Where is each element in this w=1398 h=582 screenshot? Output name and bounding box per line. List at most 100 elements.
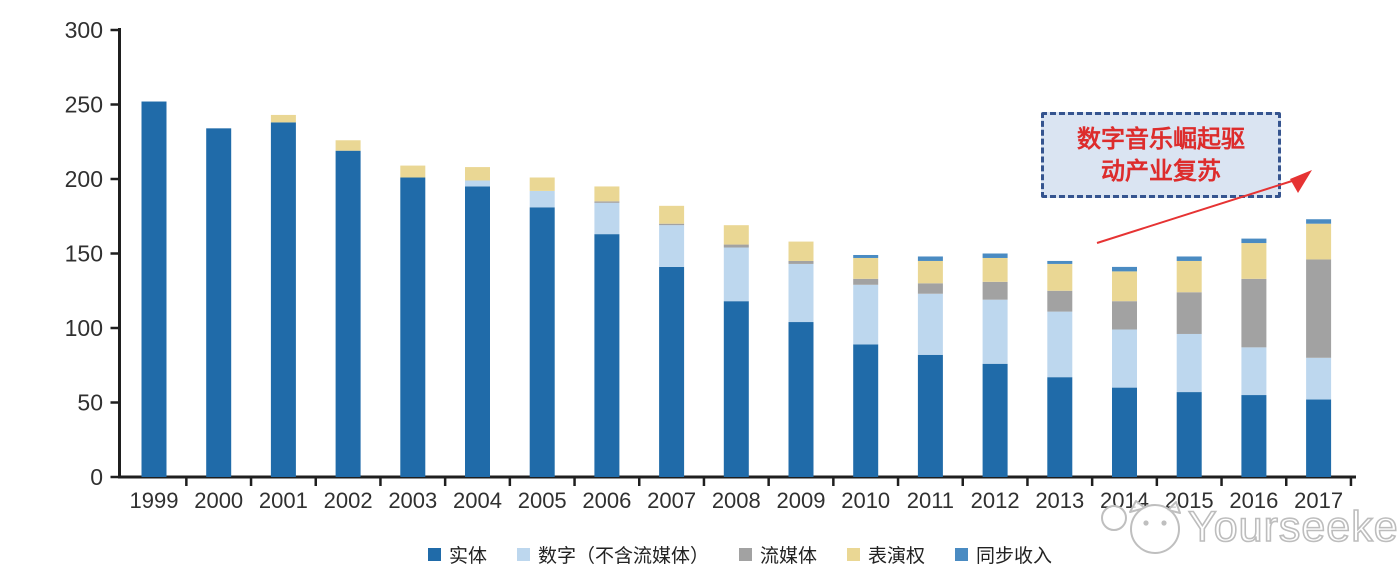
x-axis-label: 2012 bbox=[971, 488, 1020, 513]
x-axis-label: 1999 bbox=[130, 488, 179, 513]
bar-segment-2017 bbox=[1306, 223, 1332, 260]
bar-segment-2008 bbox=[723, 225, 749, 245]
y-axis-label: 100 bbox=[65, 315, 103, 341]
legend-swatch-icon bbox=[847, 548, 860, 561]
x-axis-label: 2017 bbox=[1294, 488, 1343, 513]
bar-segment-2012 bbox=[982, 363, 1008, 477]
bar-segment-2014 bbox=[1112, 387, 1137, 477]
y-axis-label: 150 bbox=[65, 241, 103, 267]
bar-segment-2009 bbox=[788, 263, 814, 323]
bar-segment-2003 bbox=[400, 165, 426, 178]
bar-segment-2014 bbox=[1112, 329, 1137, 388]
bar-segment-2013 bbox=[1047, 377, 1073, 477]
legend-item: 流媒体 bbox=[738, 541, 817, 568]
bar-segment-2004 bbox=[465, 167, 490, 181]
bar-segment-2014 bbox=[1112, 301, 1137, 330]
x-axis-label: 2002 bbox=[324, 488, 373, 513]
bar-segment-2004 bbox=[465, 186, 490, 477]
bar-segment-2017 bbox=[1306, 357, 1332, 400]
legend-item: 实体 bbox=[427, 541, 487, 568]
bar-segment-2013 bbox=[1047, 311, 1073, 378]
bar-segment-2015 bbox=[1176, 392, 1202, 477]
legend-swatch-icon bbox=[427, 548, 441, 561]
x-axis-label: 2009 bbox=[777, 488, 826, 513]
bar-segment-2017 bbox=[1306, 259, 1332, 358]
legend-item: 表演权 bbox=[847, 541, 925, 568]
bar-segment-2012 bbox=[982, 253, 1008, 258]
annotation-text-line2: 动产业复苏 bbox=[1101, 159, 1221, 185]
bar-segment-2016 bbox=[1241, 278, 1267, 348]
bar-segment-2010 bbox=[853, 344, 879, 477]
bar-segment-2012 bbox=[982, 257, 1008, 282]
bar-segment-2014 bbox=[1112, 271, 1137, 302]
bar-segment-2008 bbox=[723, 301, 749, 477]
bar-segment-2016 bbox=[1241, 238, 1267, 244]
bar-segment-2006 bbox=[594, 201, 620, 203]
bar-segment-2003 bbox=[400, 177, 426, 477]
x-axis-label: 2005 bbox=[518, 488, 567, 513]
bar-segment-2016 bbox=[1241, 243, 1267, 279]
bar-segment-2004 bbox=[465, 180, 490, 187]
bar-segment-2011 bbox=[917, 293, 943, 355]
bar-segment-2002 bbox=[335, 140, 361, 151]
bar-segment-2010 bbox=[853, 254, 879, 258]
bar-segment-2005 bbox=[529, 177, 555, 191]
y-axis-label: 250 bbox=[65, 92, 103, 118]
bar-segment-2001 bbox=[270, 114, 296, 123]
x-axis-label: 2004 bbox=[453, 488, 502, 513]
bar-segment-2007 bbox=[659, 223, 685, 226]
bar-segment-2007 bbox=[659, 225, 685, 267]
annotation-callout: 数字音乐崛起驱 动产业复苏 bbox=[1041, 112, 1281, 198]
bar-segment-2014 bbox=[1112, 266, 1137, 272]
y-axis-label: 0 bbox=[90, 464, 103, 490]
chart-legend: 实体 数字（不含流媒体） 流媒体 表演权 同步收入 bbox=[120, 541, 1360, 568]
bar-segment-2008 bbox=[723, 244, 749, 248]
bar-segment-2010 bbox=[853, 278, 879, 285]
bar-segment-2000 bbox=[206, 128, 232, 477]
bar-segment-2010 bbox=[853, 284, 879, 345]
bar-segment-2007 bbox=[659, 266, 685, 477]
bar-segment-1999 bbox=[141, 101, 167, 478]
bar-segment-2017 bbox=[1306, 399, 1332, 477]
y-axis-label: 300 bbox=[65, 17, 103, 43]
x-axis-label: 2001 bbox=[259, 488, 308, 513]
x-axis-label: 2016 bbox=[1229, 488, 1278, 513]
legend-swatch-icon bbox=[516, 548, 530, 561]
bar-segment-2005 bbox=[529, 207, 555, 477]
bar-segment-2011 bbox=[917, 283, 943, 294]
bar-segment-2013 bbox=[1047, 263, 1073, 291]
legend-label: 数字（不含流媒体） bbox=[537, 546, 709, 567]
legend-swatch-icon bbox=[738, 548, 752, 561]
legend-label: 流媒体 bbox=[759, 546, 817, 567]
bar-segment-2016 bbox=[1241, 347, 1267, 396]
bar-segment-2009 bbox=[788, 322, 814, 477]
legend-swatch-icon bbox=[955, 548, 969, 561]
bar-segment-2011 bbox=[917, 354, 943, 477]
bar-segment-2009 bbox=[788, 260, 814, 264]
y-axis-label: 200 bbox=[65, 166, 103, 192]
bar-segment-2002 bbox=[335, 150, 361, 477]
bar-segment-2006 bbox=[594, 186, 620, 202]
bar-segment-2015 bbox=[1176, 256, 1202, 261]
bar-segment-2011 bbox=[917, 260, 943, 284]
x-axis-label: 2014 bbox=[1100, 488, 1149, 513]
bar-segment-2008 bbox=[723, 247, 749, 302]
bar-segment-2012 bbox=[982, 281, 1008, 300]
x-axis-label: 2008 bbox=[712, 488, 761, 513]
bar-segment-2006 bbox=[594, 234, 620, 477]
bar-segment-2005 bbox=[529, 190, 555, 208]
legend-label: 同步收入 bbox=[976, 546, 1053, 567]
bar-segment-2009 bbox=[788, 241, 814, 261]
legend-item: 数字（不含流媒体） bbox=[516, 541, 709, 568]
x-axis-label: 2010 bbox=[841, 488, 890, 513]
bar-segment-2016 bbox=[1241, 395, 1267, 477]
bar-segment-2007 bbox=[659, 205, 685, 224]
annotation-text-line1: 数字音乐崛起驱 bbox=[1077, 127, 1245, 153]
y-axis-label: 50 bbox=[77, 390, 103, 416]
bar-segment-2017 bbox=[1306, 219, 1332, 224]
x-axis-label: 2006 bbox=[582, 488, 631, 513]
bar-segment-2006 bbox=[594, 202, 620, 235]
bar-segment-2010 bbox=[853, 257, 879, 279]
